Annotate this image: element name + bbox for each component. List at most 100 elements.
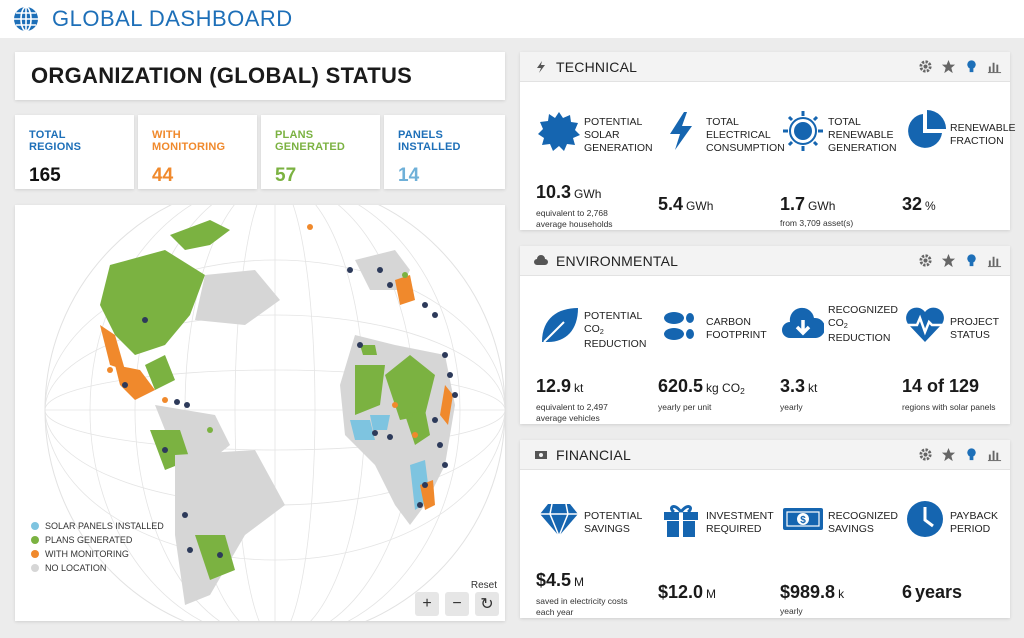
lightbulb-icon[interactable] [964,59,979,74]
metric-label: TOTAL RENEWABLE GENERATION [828,116,897,154]
metric-subtext: yearly [780,402,803,412]
bar-chart-icon[interactable] [987,253,1002,268]
metric-value: 6 years [902,582,963,602]
metric-label: RENEWABLE FRACTION [950,122,1016,147]
metric-label: CARBON FOOTPRINT [706,316,767,341]
metric-subtext: from 3,709 asset(s) [780,218,854,228]
app-header: GLOBAL DASHBOARD [0,0,1024,38]
metric-subtext: yearly [780,606,803,616]
lightbulb-icon[interactable] [964,447,979,462]
stat-total-regions[interactable]: TOTAL REGIONS 165 [15,115,134,189]
metric-subtext: equivalent to 2,497 average vehicles [536,402,608,423]
gift-icon [664,505,698,537]
panel-tools [918,253,1002,268]
metric-subtext: regions with solar panels [902,402,996,412]
metric-total-electrical-consumption: TOTAL ELECTRICAL CONSUMPTION 5.4 GWh [642,82,785,230]
metric-subtext: saved in electricity costs each year [536,596,628,617]
money-icon: $ [783,508,823,530]
gear-icon[interactable] [918,447,933,462]
metric-value: 620.5 kg CO2 [658,376,745,396]
stat-value: 165 [29,165,61,186]
zoom-in-button[interactable]: + [415,592,439,616]
bar-chart-icon[interactable] [987,447,1002,462]
environmental-panel: ENVIRONMENTAL POTENTIAL CO2 REDUCTION 12.9… [520,246,1010,424]
org-status-title: ORGANIZATION (GLOBAL) STATUS [31,63,413,88]
metric-label: POTENTIAL SOLAR GENERATION [584,116,653,154]
metric-value: 14 of 129 [902,376,980,396]
app-title: GLOBAL DASHBOARD [52,6,293,31]
star-icon[interactable] [941,447,956,462]
stat-label: PLANS GENERATED [275,129,346,153]
metric-value: 3.3 kt [780,376,818,396]
metric-carbon-footprint: CARBON FOOTPRINT 620.5 kg CO2 yearly per u… [642,276,767,424]
environmental-panel-header: ENVIRONMENTAL [520,246,1010,276]
metric-total-renewable-generation: TOTAL RENEWABLE GENERATION 1.7 GWh from 3,7… [764,82,897,230]
gear-icon[interactable] [918,59,933,74]
stat-value: 57 [275,165,297,186]
metric-recognized-savings: $ RECOGNIZED SAVINGS $989.8 k yearly [764,470,898,618]
globe-map[interactable]: SOLAR PANELS INSTALLED PLANS GENERATED W… [15,205,505,621]
metric-potential-solar-generation: POTENTIAL SOLAR GENERATION 10.3 GWh equival… [520,82,653,230]
metric-potential-savings: POTENTIAL SAVINGS $4.5 M saved in electric… [520,470,642,618]
metric-label: TOTAL ELECTRICAL CONSUMPTION [706,116,785,154]
clock-icon [907,501,943,537]
stat-plans-generated[interactable]: PLANS GENERATED 57 [261,115,380,189]
globe-map-canvas[interactable] [15,205,505,621]
cloud-small-icon [534,254,548,265]
stat-panels-installed[interactable]: PANELS INSTALLED 14 [384,115,505,189]
metric-value: 12.9 kt [536,376,584,396]
map-legend: SOLAR PANELS INSTALLED PLANS GENERATED W… [31,517,164,573]
bar-chart-icon[interactable] [987,59,1002,74]
sun-icon [783,111,823,151]
panel-tools [918,59,1002,74]
metric-label: INVESTMENT REQUIRED [706,510,774,535]
cloud-download-icon [782,307,824,338]
zoom-out-button[interactable]: − [445,592,469,616]
legend-label: SOLAR PANELS INSTALLED [45,521,164,531]
metric-value: $12.0 M [658,582,717,602]
metric-payback-period: PAYBACK PERIOD 6 years [886,470,1008,618]
legend-label: NO LOCATION [45,563,107,573]
map-controls: + − ↻ [415,592,499,616]
panel-title: FINANCIAL [556,446,631,463]
star-icon[interactable] [941,253,956,268]
gear-icon[interactable] [918,253,933,268]
reset-button[interactable]: ↻ [475,592,499,616]
metric-value: 10.3 GWh [536,182,602,202]
technical-panel: TECHNICAL POTENTIAL SOLAR GENERATION 10.3 G… [520,52,1016,230]
leaf-icon [542,308,578,343]
metric-value: 1.7 GWh [780,194,836,214]
lightbulb-icon[interactable] [964,253,979,268]
lightning-icon [670,112,692,150]
metric-value: 5.4 GWh [658,194,714,214]
panel-title: TECHNICAL [556,58,638,75]
metric-value: $4.5 M [536,570,585,590]
legend-item: WITH MONITORING [31,549,164,559]
money-small-icon [535,450,547,459]
legend-dot [31,550,39,558]
diamond-icon [540,503,578,538]
sun-badge-icon [538,112,580,151]
stat-with-monitoring[interactable]: WITH MONITORING 44 [138,115,257,189]
panel-title: ENVIRONMENTAL [556,252,679,269]
lightning-small-icon [537,60,545,73]
metric-value: 32% [902,194,936,214]
financial-panel-header: FINANCIAL [520,440,1010,470]
metric-label: RECOGNIZED SAVINGS [828,510,899,535]
map-markers[interactable] [107,224,458,558]
legend-label: WITH MONITORING [45,549,129,559]
metric-renewable-fraction: RENEWABLE FRACTION 32% [886,82,1016,230]
star-icon[interactable] [941,59,956,74]
heartbeat-icon [906,307,944,342]
metric-label: RECOGNIZED CO2 REDUCTION [828,304,899,344]
metric-potential-co2-reduction: POTENTIAL CO2 REDUCTION 12.9 kt equivalent … [520,276,646,424]
reset-label: Reset [470,580,497,591]
metric-subtext: yearly per unit [658,402,712,412]
legend-item: PLANS GENERATED [31,535,164,545]
technical-panel-header: TECHNICAL [520,52,1010,82]
financial-panel: FINANCIAL POTENTIAL SAVINGS $4.5 M saved i… [520,440,1010,618]
footprint-icon [664,312,694,340]
metric-recognized-co2-reduction: RECOGNIZED CO2 REDUCTION 3.3 kt yearly [764,276,898,424]
globe-icon [14,6,38,32]
stat-value: 44 [152,165,174,186]
